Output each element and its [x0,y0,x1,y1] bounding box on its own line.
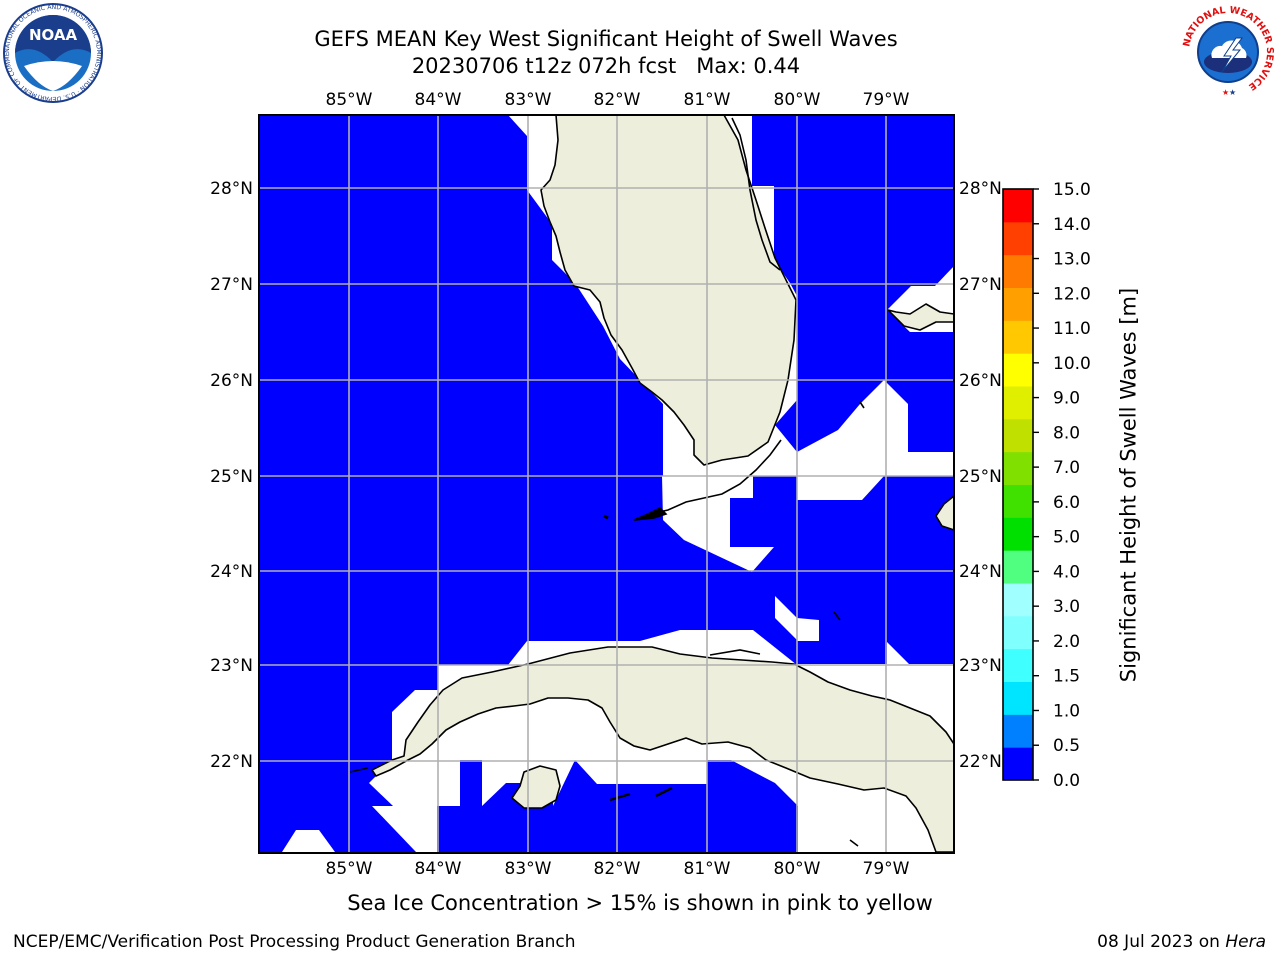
andros-island [935,495,954,531]
svg-text:NOAA: NOAA [29,26,78,44]
cuba-land [371,646,954,853]
footer-date: 08 Jul 2023 on Hera [1097,932,1266,952]
colorbar-segment [1003,681,1033,715]
svg-text:★: ★ [1229,88,1236,97]
colorbar-tick-label: 0.0 [1053,771,1080,791]
colorbar-tick-label: 3.0 [1053,597,1080,617]
colorbar-segment [1003,517,1033,551]
florida-land [540,115,797,466]
land-masses [371,115,954,853]
colorbar-tick-label: 7.0 [1053,458,1080,478]
noaa-logo: NATIONAL OCEANIC AND ATMOSPHERIC ADMINIS… [2,2,103,103]
longitude-labels-top: 85°W 84°W 83°W 82°W 81°W 80°W 79°W [326,90,910,110]
colorbar-segment [1003,550,1033,584]
colorbar-segment [1003,287,1033,321]
lat-label: 26°N [959,371,1002,391]
latitude-labels-right: 28°N 27°N 26°N 25°N 24°N 23°N 22°N [959,179,1002,772]
lon-label: 81°W [684,90,731,110]
lat-label: 27°N [959,275,1002,295]
colorbar-segment [1003,714,1033,748]
colorbar: 0.0 0.5 1.0 1.5 2.0 3.0 4.0 5.0 6.0 7.0 8.0 9.0 10.0… [1003,180,1091,791]
svg-text:★: ★ [1222,88,1229,97]
sea-ice-note: Sea Ice Concentration > 15% is shown in … [347,891,933,915]
colorbar-tick-label: 5.0 [1053,528,1080,548]
colorbar-segment [1003,254,1033,288]
lat-label: 25°N [210,467,253,487]
lat-label: 23°N [210,656,253,676]
lon-label: 79°W [863,859,910,879]
colorbar-tick-label: 9.0 [1053,389,1080,409]
bahamas-island [887,303,954,331]
lat-label: 27°N [210,275,253,295]
latitude-labels-left: 28°N 27°N 26°N 25°N 24°N 23°N 22°N [210,179,253,772]
colorbar-tick-label: 2.0 [1053,632,1080,652]
footer-date-text: 08 Jul 2023 on [1097,932,1226,952]
colorbar-segment [1003,451,1033,485]
colorbar-segment [1003,747,1033,781]
lat-label: 23°N [959,656,1002,676]
lat-label: 24°N [210,562,253,582]
colorbar-tick-label: 1.0 [1053,701,1080,721]
colorbar-segment [1003,353,1033,387]
colorbar-segment [1003,648,1033,682]
colorbar-segment [1003,484,1033,518]
chart-subtitle: 20230706 t12z 072h fcst Max: 0.44 [411,54,801,78]
lon-label: 83°W [505,859,552,879]
lat-label: 28°N [959,179,1002,199]
colorbar-segment [1003,320,1033,354]
colorbar-segment [1003,583,1033,617]
lon-label: 82°W [594,859,641,879]
colorbar-tick-label: 0.5 [1053,736,1080,756]
lat-label: 24°N [959,562,1002,582]
colorbar-segment [1003,221,1033,256]
lon-label: 84°W [415,859,462,879]
colorbar-tick-label: 11.0 [1053,319,1091,339]
longitude-labels-bottom: 85°W 84°W 83°W 82°W 81°W 80°W 79°W [326,859,910,879]
lon-label: 82°W [594,90,641,110]
lon-label: 85°W [326,859,373,879]
lon-label: 85°W [326,90,373,110]
colorbar-title: Significant Height of Swell Waves [m] [1116,287,1141,683]
lon-label: 80°W [774,859,821,879]
colorbar-tick-label: 14.0 [1053,215,1091,235]
colorbar-tick-label: 12.0 [1053,284,1091,304]
coastline-details [349,117,865,847]
lat-label: 22°N [210,752,253,772]
isle-of-youth [511,765,561,809]
lon-label: 80°W [774,90,821,110]
lon-label: 79°W [863,90,910,110]
lon-label: 81°W [684,859,731,879]
map-area [259,115,954,853]
colorbar-segment [1003,615,1033,650]
nws-logo: NATIONAL WEATHER SERVICE ★ ★ [1180,4,1276,100]
colorbar-tick-label: 4.0 [1053,562,1080,582]
lat-label: 22°N [959,752,1002,772]
colorbar-segment [1003,189,1033,223]
lon-label: 83°W [505,90,552,110]
colorbar-tick-label: 15.0 [1053,180,1091,200]
lat-label: 28°N [210,179,253,199]
colorbar-segment [1003,418,1033,453]
colorbar-tick-label: 1.5 [1053,667,1080,687]
chart-title: GEFS MEAN Key West Significant Height of… [314,27,898,51]
map-frame [258,114,955,854]
lon-label: 84°W [415,90,462,110]
colorbar-tick-label: 6.0 [1053,493,1080,513]
colorbar-tick-label: 8.0 [1053,423,1080,443]
lat-label: 25°N [959,467,1002,487]
gridlines [259,115,954,853]
footer-host: Hera [1225,932,1266,952]
colorbar-segment [1003,386,1033,420]
footer-credit: NCEP/EMC/Verification Post Processing Pr… [13,932,576,952]
colorbar-tick-label: 13.0 [1053,250,1091,270]
colorbar-tick-label: 10.0 [1053,354,1091,374]
colorbar-frame [1002,188,1034,781]
lat-label: 26°N [210,371,253,391]
